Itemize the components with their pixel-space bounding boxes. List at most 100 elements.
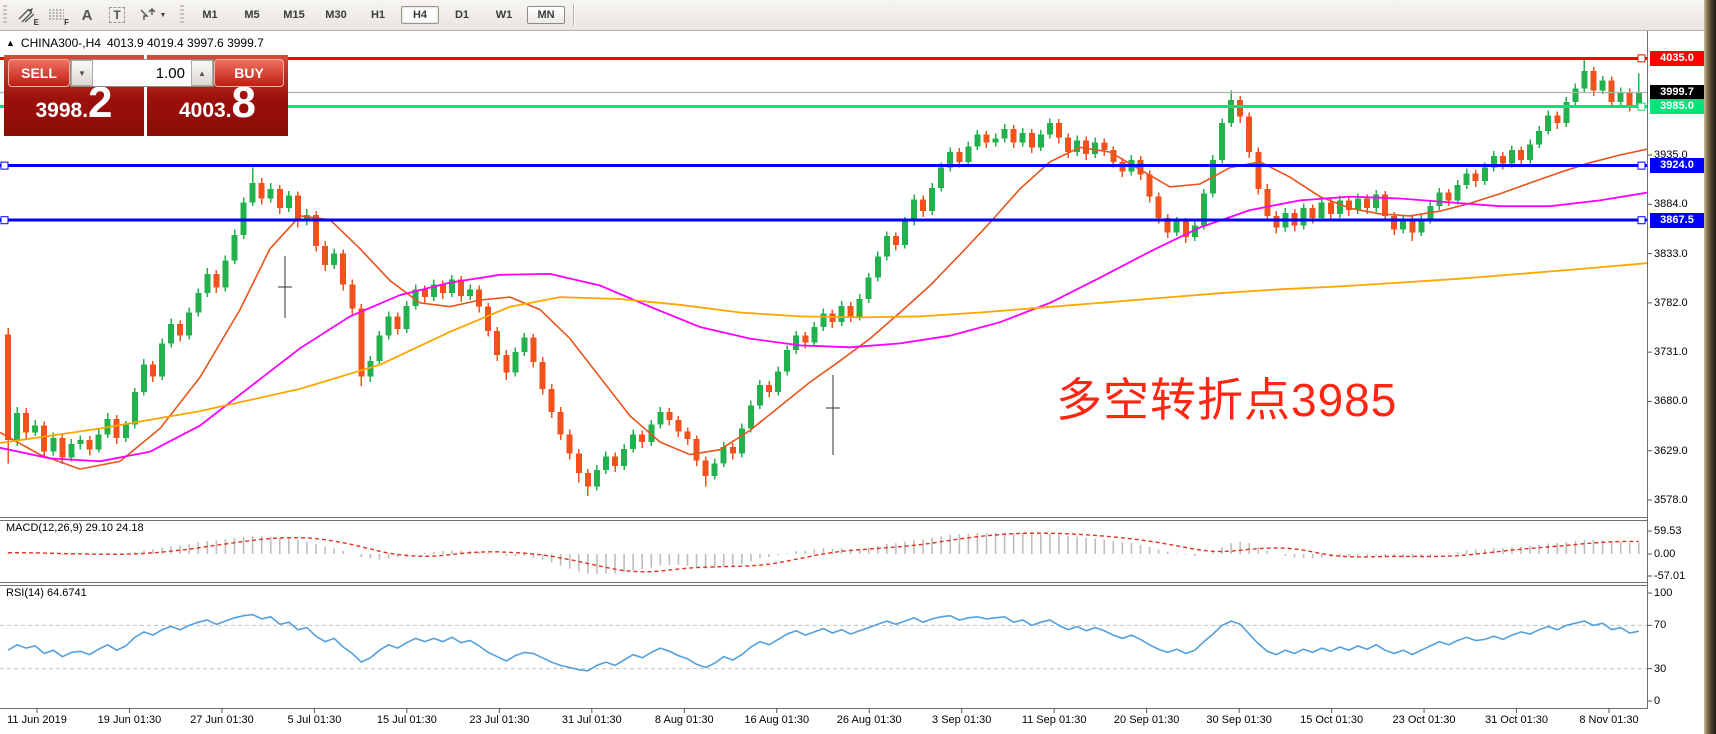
time-axis-label: 5 Jul 01:30 (287, 714, 342, 726)
candle-body (1373, 194, 1380, 209)
pane-separator[interactable] (0, 517, 1648, 518)
timeframe-button-h1[interactable]: H1 (370, 9, 386, 21)
candle-body (593, 470, 600, 487)
line-handle[interactable] (1637, 161, 1646, 170)
chevron-down-icon: ▼ (159, 11, 167, 19)
pane-separator[interactable] (0, 520, 1648, 521)
candle-body (820, 313, 827, 328)
candle-body (1617, 92, 1624, 102)
candle-body (485, 306, 492, 331)
candle-body (512, 352, 519, 373)
candle-body (892, 236, 899, 245)
rsi-tick-label: 70 (1654, 619, 1667, 632)
candle-body (621, 448, 628, 467)
candle-body (394, 316, 401, 329)
price-tick-label: 3884.0 (1654, 198, 1688, 211)
text-icon[interactable]: A (81, 6, 93, 24)
candle-body (612, 456, 619, 467)
buy-button[interactable]: BUY (214, 59, 284, 87)
candle-body (901, 221, 908, 245)
equidistant-channel-icon[interactable]: E (15, 4, 39, 27)
candle-body (503, 355, 510, 373)
candle-body (41, 425, 48, 452)
candle-body (1527, 144, 1534, 160)
toolbar-grip[interactable] (180, 5, 184, 25)
candle-body (267, 188, 274, 199)
candle-body (1382, 194, 1389, 216)
candle-body (1146, 174, 1153, 197)
timeframe-button-m1[interactable]: M1 (202, 9, 218, 21)
timeframe-buttons: M1 M5 M15 M30 H1 H4 D1 W1 MN (189, 6, 567, 24)
price-tick-label: 3629.0 (1654, 444, 1688, 457)
timeframe-button-d1[interactable]: D1 (454, 9, 470, 21)
toolbar-grip[interactable] (3, 5, 7, 25)
fibonacci-icon[interactable]: F (49, 9, 69, 27)
candle-body (711, 463, 718, 476)
timeframe-button-mn[interactable]: MN (527, 6, 565, 24)
candle-body (702, 460, 709, 476)
candle-body (1508, 150, 1515, 164)
candle-body (983, 134, 990, 143)
candle-body (68, 443, 75, 458)
candle-body (222, 260, 229, 288)
candle-body (947, 152, 954, 168)
candle-body (1264, 188, 1271, 216)
candle-body (1228, 99, 1235, 124)
candle-body (729, 446, 736, 454)
text-label-icon[interactable]: T (105, 4, 129, 26)
candle-body (195, 293, 202, 313)
volume-input[interactable]: 1.00 (155, 64, 185, 82)
buy-price: 4003.8 (178, 78, 257, 127)
candle-body (77, 440, 84, 444)
candle-body (1545, 115, 1552, 131)
candle-body (1164, 217, 1171, 233)
candle-body (1173, 221, 1180, 233)
candle-body (548, 388, 555, 413)
candle-body (1499, 155, 1506, 164)
candle-body (367, 360, 374, 377)
candle-body (566, 434, 573, 454)
volume-decrease-button[interactable]: ▼ (71, 60, 93, 86)
candle-body (1327, 202, 1334, 214)
timeframe-button-m30[interactable]: M30 (325, 9, 347, 21)
candle-body (883, 236, 890, 257)
candle-body (693, 439, 700, 461)
candle-body (766, 385, 773, 392)
line-handle[interactable] (0, 161, 9, 170)
candle-body (666, 412, 673, 420)
timeframe-button-h4[interactable]: H4 (401, 6, 439, 24)
time-axis-label: 11 Jun 2019 (7, 714, 67, 726)
candle-body (992, 138, 999, 143)
line-handle[interactable] (1637, 102, 1646, 111)
ma-slow-line (0, 262, 1648, 444)
arrows-icon[interactable]: ▼ (135, 4, 169, 26)
timeframe-button-m5[interactable]: M5 (244, 9, 260, 21)
candle-body (1019, 132, 1026, 143)
chart-text-annotation[interactable]: 多空转折点3985 (1056, 374, 1398, 426)
candle-body (1481, 167, 1488, 182)
candle-body (1626, 92, 1633, 106)
volume-increase-button[interactable]: ▲ (191, 60, 213, 86)
timeframe-button-m15[interactable]: M15 (283, 9, 305, 21)
line-handle[interactable] (1637, 54, 1646, 63)
macd-signal-line (7, 532, 1639, 573)
candle-body (86, 440, 93, 450)
line-handle[interactable] (1637, 216, 1646, 225)
timeframe-button-w1[interactable]: W1 (495, 9, 513, 21)
time-axis-label: 3 Sep 01:30 (932, 714, 992, 726)
candle-body (1418, 219, 1425, 233)
sell-button[interactable]: SELL (8, 59, 70, 87)
candle-body (1255, 152, 1262, 189)
price-tick-label: 3833.0 (1654, 247, 1688, 260)
collapse-arrow-icon[interactable]: ▲ (6, 38, 15, 48)
candle-body (847, 305, 854, 317)
macd-tick-label: -57.01 (1654, 570, 1686, 582)
rsi-tick-label: 0 (1654, 695, 1661, 707)
ma-fast-line (0, 146, 1648, 470)
line-handle[interactable] (0, 216, 9, 225)
candle-body (1055, 123, 1062, 138)
pane-separator[interactable] (0, 585, 1648, 586)
pane-separator[interactable] (0, 582, 1648, 583)
candle-body (1590, 70, 1597, 91)
